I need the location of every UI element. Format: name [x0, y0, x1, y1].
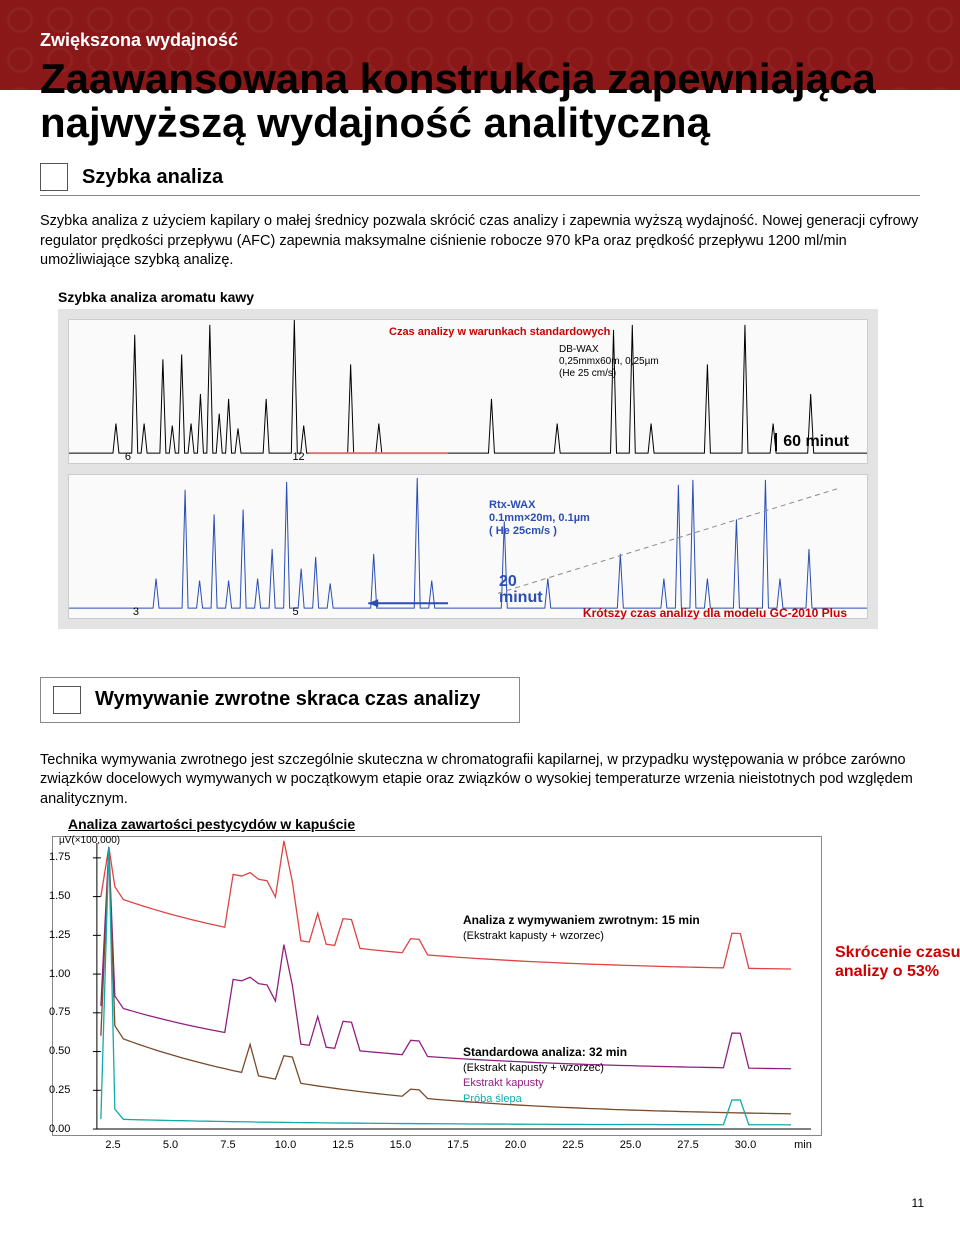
annot-standard: Standardowa analiza: 32 min (Ekstrakt ka… [463, 1045, 627, 1107]
y-tick: 1.00 [49, 968, 70, 980]
chromatogram-top-svg [69, 320, 867, 463]
annot2-line3: Ekstrakt kapusty [463, 1077, 544, 1089]
section2-tag-row: Wymywanie zwrotne skraca czas analizy [40, 677, 520, 723]
x-tick: 25.0 [620, 1139, 641, 1151]
pesticide-chart: µV(×100,000) Analiza z wymywaniem zwrotn… [52, 836, 822, 1136]
x-tick: 17.5 [447, 1139, 468, 1151]
side-note-red: Skrócenie czasu analizy o 53% [835, 943, 960, 981]
chrom-top-red-label: Czas analizy w warunkach standardowych [389, 326, 610, 339]
x-tick: 5 [292, 606, 298, 618]
x-tick: 6 [125, 451, 131, 463]
annot-backflush: Analiza z wymywaniem zwrotnym: 15 min (E… [463, 913, 700, 944]
chrom-top-minutes: 60 minut [775, 433, 849, 451]
section1-panel-title: Szybka analiza aromatu kawy [58, 289, 920, 305]
section1-heading: Szybka analiza [82, 166, 223, 189]
chrom-bot-shorter-label: Krótszy czas analizy dla modelu GC-2010 … [583, 606, 847, 620]
section1-body: Szybka analiza z użyciem kapilary o małe… [40, 212, 920, 271]
section2: Wymywanie zwrotne skraca czas analizy Te… [40, 677, 920, 1136]
chromatogram-top: Czas analizy w warunkach standardowych D… [68, 319, 868, 464]
x-tick: 20.0 [505, 1139, 526, 1151]
chromatogram-bottom: Rtx-WAX 0.1mm×20m, 0.1µm ( He 25cm/s ) 2… [68, 474, 868, 619]
x-tick: 22.5 [562, 1139, 583, 1151]
annot1-line1: Analiza z wymywaniem zwrotnym: 15 min [463, 913, 700, 927]
section2-body: Technika wymywania zwrotnego jest szczeg… [40, 751, 920, 810]
chromatogram-bottom-svg [69, 475, 867, 618]
y-tick: 1.25 [49, 929, 70, 941]
y-tick: 0.00 [49, 1123, 70, 1135]
x-tick: 12 [292, 451, 304, 463]
x-tick: 5.0 [163, 1139, 178, 1151]
x-tick: 15.0 [390, 1139, 411, 1151]
chrom-bot-column-spec: Rtx-WAX 0.1mm×20m, 0.1µm ( He 25cm/s ) [489, 499, 590, 539]
annot1-line2: (Ekstrakt kapusty + wzorzec) [463, 930, 604, 942]
x-tick: 27.5 [677, 1139, 698, 1151]
page-number: 11 [0, 1196, 924, 1210]
pesticide-chart-svg [53, 837, 821, 1135]
y-tick: 0.50 [49, 1045, 70, 1057]
kicker: Zwiększona wydajność [40, 30, 920, 51]
y-tick: 0.75 [49, 1006, 70, 1018]
x-tick: 7.5 [220, 1139, 235, 1151]
section2-heading: Wymywanie zwrotne skraca czas analizy [95, 688, 480, 711]
annot2-line4: Próba ślepa [463, 1093, 522, 1105]
chrom-bot-twenty: 20 minut [499, 574, 543, 606]
page-title: Zaawansowana konstrukcja zapewniająca na… [40, 57, 920, 145]
section-marker-box [53, 686, 81, 714]
annot2-line2: (Ekstrakt kapusty + wzorzec) [463, 1062, 604, 1074]
y-tick: 1.50 [49, 890, 70, 902]
x-tick: 10.0 [275, 1139, 296, 1151]
section2-subhead: Analiza zawartości pestycydów w kapuście [68, 816, 920, 832]
page-content: Zwiększona wydajność Zaawansowana konstr… [0, 30, 960, 1166]
chromatogram-panel: Czas analizy w warunkach standardowych D… [58, 309, 878, 629]
x-tick: 12.5 [332, 1139, 353, 1151]
y-tick: 1.75 [49, 851, 70, 863]
y-tick: 0.25 [49, 1084, 70, 1096]
chrom-top-column-spec: DB-WAX 0,25mmx60m, 0,25µm (He 25 cm/s) [559, 344, 659, 380]
x-tick: 30.0 [735, 1139, 756, 1151]
annot2-line1: Standardowa analiza: 32 min [463, 1045, 627, 1059]
x-tick: min [794, 1139, 812, 1151]
x-tick: 2.5 [105, 1139, 120, 1151]
section-marker-box [40, 163, 68, 191]
divider [40, 195, 920, 196]
x-tick: 3 [133, 606, 139, 618]
section1-tag-row: Szybka analiza [40, 163, 920, 191]
